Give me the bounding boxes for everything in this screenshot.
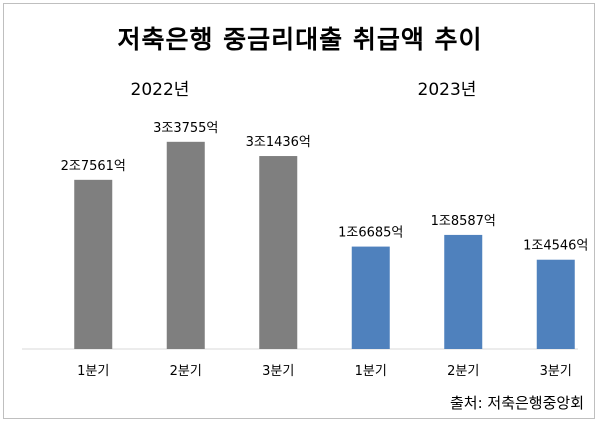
x-tick-label: 1분기 <box>355 364 387 379</box>
data-label: 3조3755억 <box>153 121 218 136</box>
year-label-2022: 2022년 <box>130 80 190 100</box>
data-label: 1조4546억 <box>523 239 588 254</box>
bar-2022-1 <box>74 179 113 349</box>
data-label: 1조8587억 <box>431 214 496 229</box>
year-label-2023: 2023년 <box>417 80 477 100</box>
x-tick-label: 3분기 <box>262 364 294 379</box>
x-tick-label: 3분기 <box>540 364 572 379</box>
data-label: 1조6685억 <box>338 226 403 241</box>
source-note: 출처: 저축은행중앙회 <box>449 394 584 412</box>
bar-2022-2 <box>166 141 205 349</box>
x-tick-label: 1분기 <box>77 364 109 379</box>
x-tick-label: 2분기 <box>170 364 202 379</box>
data-label: 2조7561억 <box>61 159 126 174</box>
bar-2023-3 <box>536 259 575 349</box>
chart-title: 저축은행 중금리대출 취급액 추이 <box>117 25 483 54</box>
bar-2023-1 <box>351 246 390 349</box>
bar-2023-2 <box>444 234 483 349</box>
bar-2022-3 <box>259 156 298 349</box>
data-label: 3조1436억 <box>246 135 311 150</box>
chart-frame <box>3 3 595 419</box>
x-tick-label: 2분기 <box>447 364 479 379</box>
